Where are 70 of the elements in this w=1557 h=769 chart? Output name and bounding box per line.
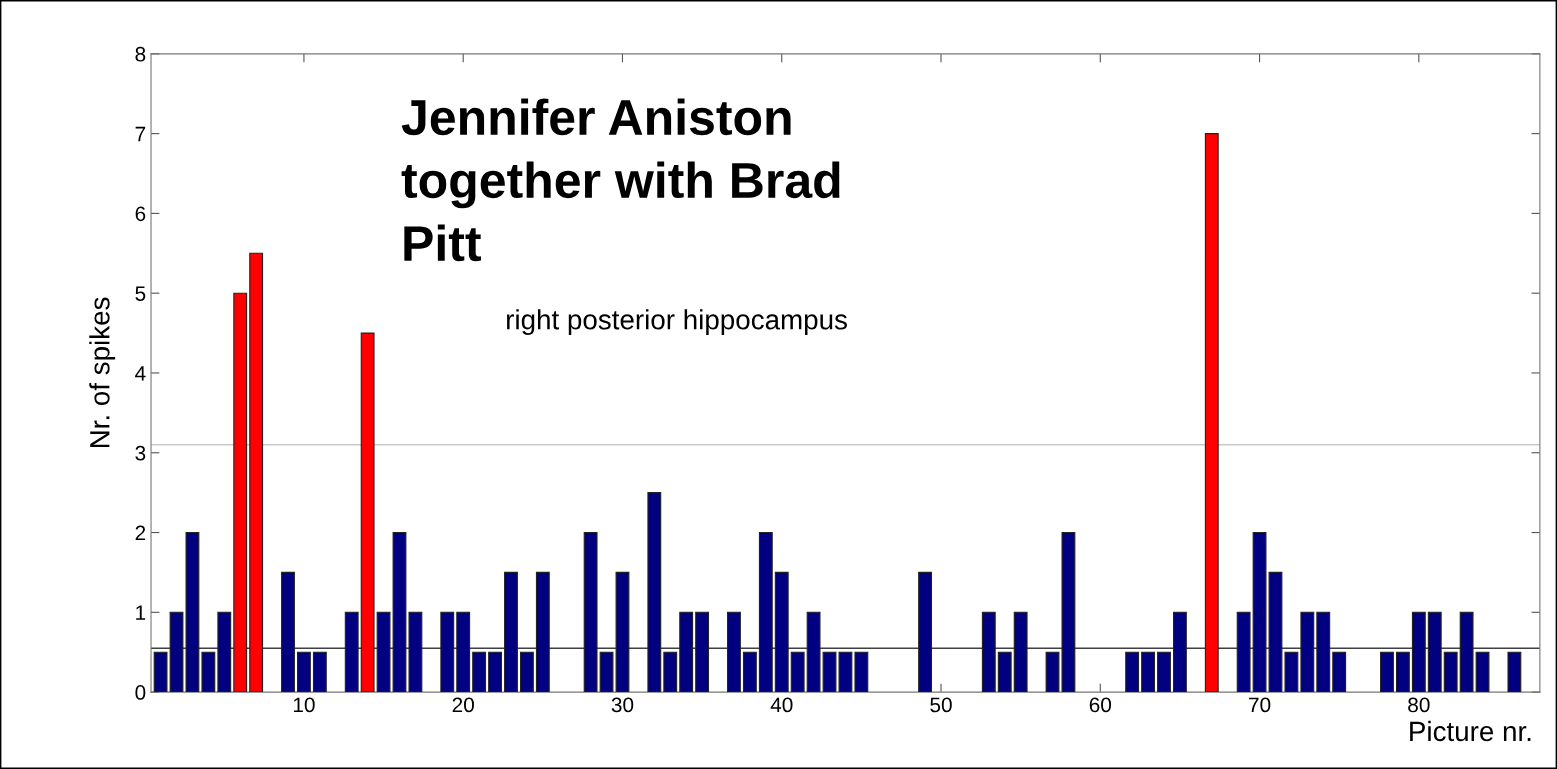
bar [249,252,264,693]
bar [1411,611,1426,693]
y-axis-title: Nr. of spikes [89,297,116,448]
x-tick-label: 10 [293,697,315,713]
bar [1380,651,1394,693]
bar [233,292,248,693]
bar [774,571,789,693]
bar [1157,651,1171,693]
y-tick-label: 8 [135,46,146,62]
bar [440,611,455,693]
bar [1316,611,1331,693]
bar [360,332,375,693]
x-tick-label: 50 [930,697,952,713]
bar [647,492,662,693]
bar [758,531,773,693]
y-tick-label: 5 [135,286,146,301]
bar [488,651,502,693]
bar [679,611,694,693]
x-tick-label: 20 [452,697,474,713]
y-tick-label: 1 [136,605,146,620]
y-tick-label: 2 [135,525,146,541]
y-tick-label: 7 [135,126,146,142]
bar [742,651,757,693]
bar [456,611,471,693]
bar [727,611,741,693]
y-tick-label: 4 [135,366,146,381]
bar [297,651,311,693]
bar [1459,611,1474,693]
bar [1236,611,1251,693]
bar [519,651,534,693]
x-tick-label: 80 [1408,697,1430,713]
bar [201,651,216,693]
x-tick-label: 60 [1089,697,1112,713]
bar [1332,651,1347,693]
x-tick-label: 30 [611,697,634,713]
bar [1125,651,1140,693]
bar [1507,651,1522,693]
annotation: right posterior hippocampus [507,309,847,336]
x-axis-title: Picture nr. [1410,720,1531,742]
x-tick-label: 40 [770,697,793,713]
y-tick-label: 3 [135,445,146,461]
bar [663,651,678,693]
annotation: Jennifer Aniston together with Brad Pitt [401,98,840,262]
bar [854,651,869,693]
bar [1204,133,1219,693]
bar [583,531,598,693]
bar [790,651,805,693]
bar [1300,611,1315,693]
bar [1443,651,1458,693]
bar [472,651,487,693]
bar [344,611,359,693]
bar [1141,651,1155,693]
bar [997,651,1012,693]
bar [281,571,295,693]
y-tick-label: 0 [135,685,146,700]
bar [695,611,710,693]
bar [1172,611,1187,693]
bar [806,611,821,693]
y-tick-label: 6 [135,206,146,222]
bar [981,611,996,693]
bar [1013,611,1028,693]
bar [312,651,327,693]
bar [535,571,550,693]
bar [504,571,518,693]
bar [1427,611,1442,693]
bar [1395,651,1410,693]
bar [918,571,933,693]
bar [217,611,232,693]
x-tick-label: 70 [1249,697,1271,713]
bar [1475,651,1490,693]
